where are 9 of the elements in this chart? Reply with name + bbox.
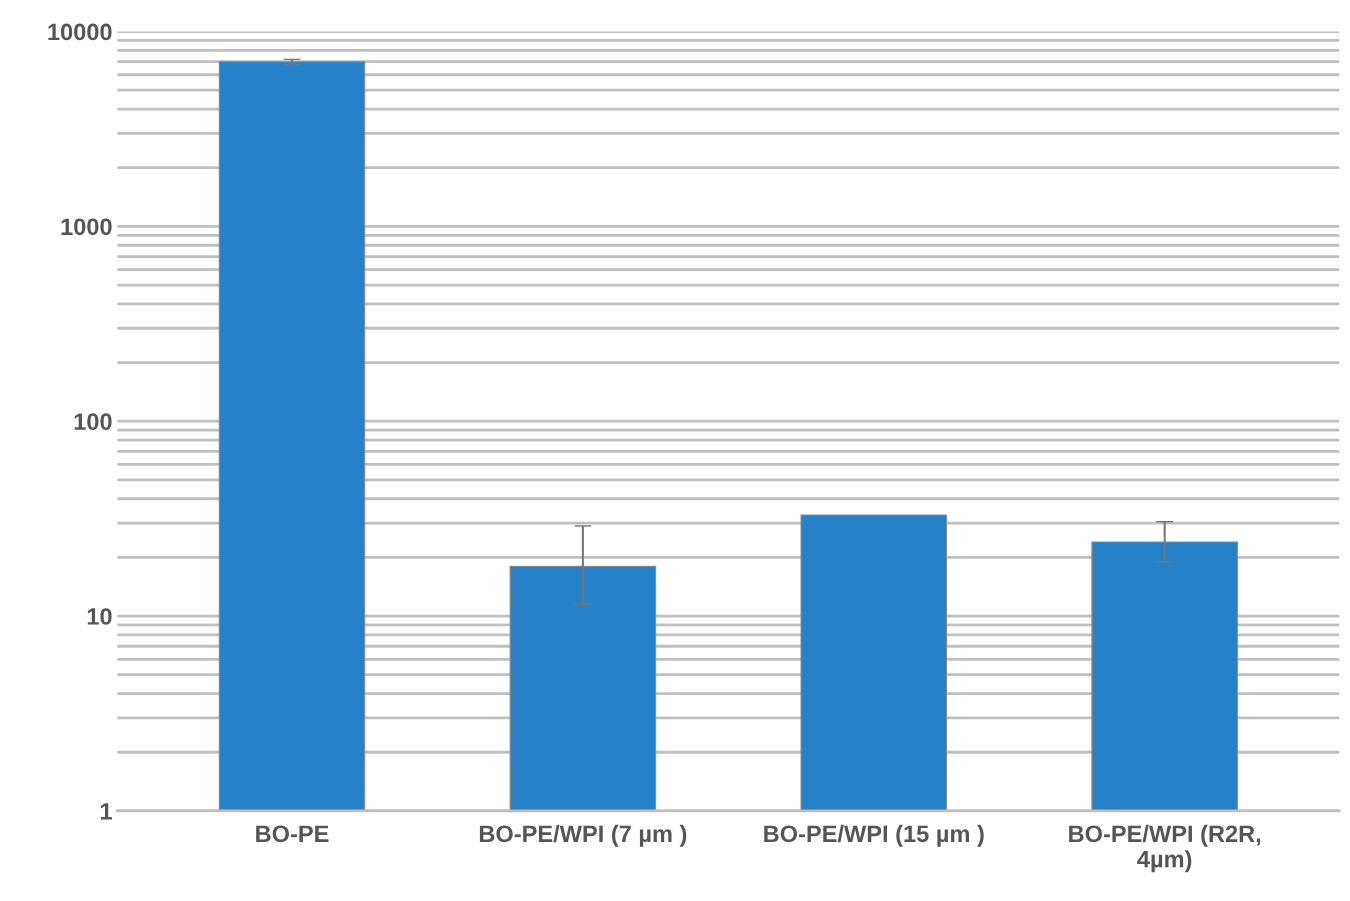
y-tick-label: 10 bbox=[87, 608, 112, 625]
x-tick-label: BO-PE/WPI (15 µm ) bbox=[764, 824, 984, 847]
x-tick-label: BO-PE/WPI (R2R, 4µm) bbox=[1069, 824, 1261, 873]
y-tick-label: 1 bbox=[100, 803, 112, 820]
y-tick-label: 10000 bbox=[48, 23, 112, 41]
x-tick-label: BO-PE bbox=[256, 825, 329, 843]
y-tick-label: 1000 bbox=[61, 218, 112, 236]
x-tick-label: BO-PE/WPI (7 µm ) bbox=[479, 824, 687, 847]
y-tick-label: 100 bbox=[74, 413, 112, 431]
